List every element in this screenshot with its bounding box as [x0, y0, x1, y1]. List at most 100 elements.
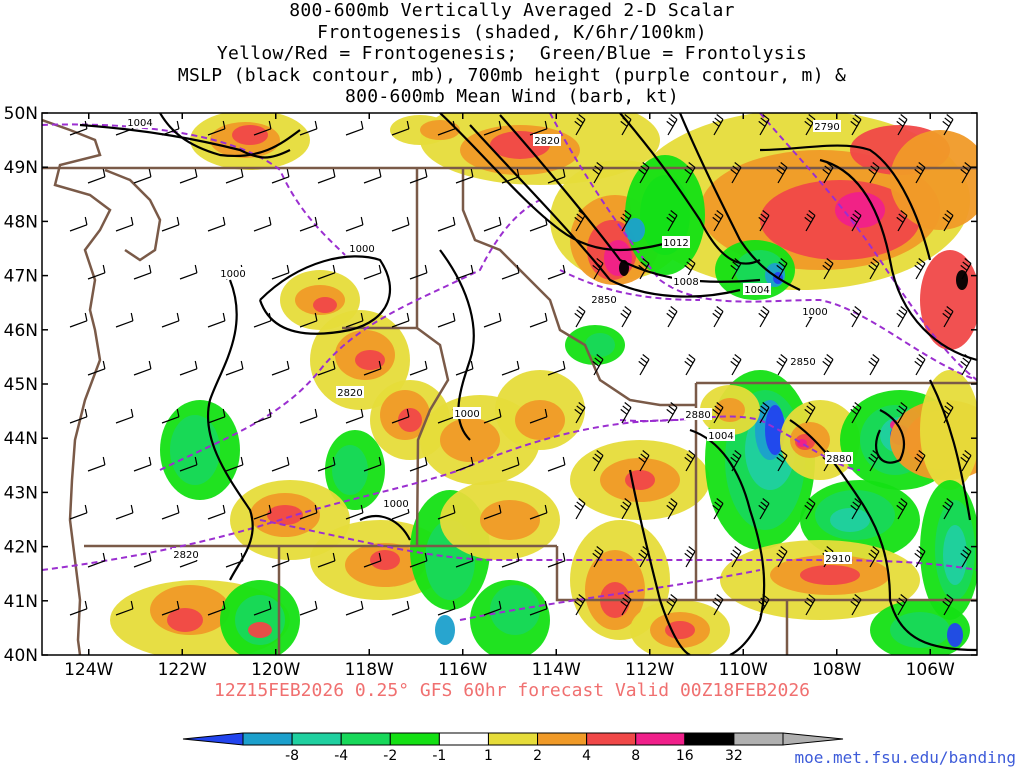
wind-barb	[712, 113, 724, 136]
shading-blob	[800, 565, 860, 585]
wind-barb	[345, 408, 364, 424]
wind-barb	[960, 161, 972, 184]
wind-barbs	[69, 113, 972, 616]
wind-barb	[87, 456, 106, 472]
title-line-1: 800-600mb Vertically Averaged 2-D Scalar	[289, 0, 735, 21]
wind-barb	[391, 312, 410, 328]
colorbar-swatch	[487, 732, 539, 746]
wind-barb	[529, 504, 548, 520]
frontogenesis-shading	[110, 113, 977, 655]
wind-barb	[69, 600, 88, 616]
wind-barb	[547, 552, 566, 568]
wind-barb	[850, 305, 862, 328]
wind-barb	[271, 456, 290, 472]
state-border	[415, 326, 450, 548]
mslp-label: 1000	[383, 499, 408, 510]
wind-barb	[391, 600, 410, 616]
wind-barb	[868, 449, 880, 472]
wind-barb	[161, 120, 180, 136]
wind-barb	[712, 209, 724, 232]
wind-barb	[712, 305, 724, 328]
wind-barb	[317, 264, 336, 280]
wind-barb	[914, 161, 926, 184]
colorbar-swatch	[684, 732, 735, 746]
wind-barb	[437, 216, 456, 232]
height-contour	[42, 419, 681, 571]
wind-barb	[483, 216, 502, 232]
shading-blob	[625, 155, 705, 275]
lon-label: 110W	[719, 660, 768, 680]
wind-barb	[850, 593, 862, 616]
colorbar-label: 4	[582, 748, 591, 764]
wind-barb	[87, 552, 106, 568]
wind-barb	[317, 360, 336, 376]
wind-barb	[69, 504, 88, 520]
shading-blob	[890, 612, 950, 648]
wind-barb	[133, 552, 152, 568]
wind-barb	[115, 504, 134, 520]
title-line-3: Yellow/Red = Frontogenesis; Green/Blue =…	[216, 43, 808, 64]
height-contour	[549, 113, 977, 381]
wind-barb	[207, 216, 226, 232]
wind-barb	[409, 360, 428, 376]
colorbar-label: -1	[432, 748, 446, 764]
wind-barb	[822, 257, 834, 280]
height-contour	[459, 569, 761, 621]
wind-barb	[592, 353, 604, 376]
shading-blob	[665, 621, 695, 639]
wind-barb	[225, 456, 244, 472]
wind-barb	[455, 264, 474, 280]
wind-barb	[299, 120, 318, 136]
wind-barb	[822, 353, 834, 376]
colorbar-swatch	[438, 732, 489, 746]
colorbar-swatch	[291, 732, 342, 746]
wind-barb	[942, 593, 954, 616]
lon-label: 108W	[812, 660, 861, 680]
wind-barb	[730, 545, 742, 568]
wind-barb	[501, 168, 520, 184]
wind-barb	[455, 168, 474, 184]
colorbar-label: 8	[631, 748, 640, 764]
shading-blob	[920, 370, 977, 490]
mslp-contour	[469, 124, 741, 298]
wind-barb	[271, 552, 290, 568]
wind-barb	[115, 216, 134, 232]
wind-barb	[483, 408, 502, 424]
wind-barb	[271, 264, 290, 280]
wind-barb	[896, 209, 908, 232]
wind-barb	[207, 504, 226, 520]
wind-barb	[363, 552, 382, 568]
shading-blob	[830, 508, 870, 532]
lon-label: 118W	[345, 660, 394, 680]
wind-barb	[868, 353, 880, 376]
mslp-contour	[79, 123, 291, 159]
wind-barb	[69, 408, 88, 424]
wind-barb	[501, 456, 520, 472]
wind-barb	[804, 497, 816, 520]
mslp-contour	[628, 469, 691, 655]
wind-barb	[638, 257, 650, 280]
wind-barb	[345, 504, 364, 520]
wind-barb	[914, 449, 926, 472]
wind-barb	[363, 168, 382, 184]
shading-blob	[398, 408, 422, 432]
wind-barb	[207, 312, 226, 328]
wind-barb	[161, 216, 180, 232]
wind-barb	[776, 353, 788, 376]
wind-barb	[345, 216, 364, 232]
shading-blob	[943, 525, 967, 585]
colorbar-end	[182, 732, 244, 746]
height-label: 2820	[534, 136, 559, 147]
shading-blob	[625, 218, 645, 242]
wind-barb	[730, 449, 742, 472]
wind-barb	[437, 312, 456, 328]
mslp-label: 1004	[127, 118, 152, 129]
lat-label: 45N	[4, 375, 38, 395]
wind-barb	[133, 456, 152, 472]
lon-label: 122W	[158, 660, 207, 680]
credit-link[interactable]: moe.met.fsu.edu/banding	[794, 748, 1016, 767]
wind-barb	[942, 401, 954, 424]
shading-blob	[515, 400, 565, 440]
shading-blob	[956, 270, 968, 290]
